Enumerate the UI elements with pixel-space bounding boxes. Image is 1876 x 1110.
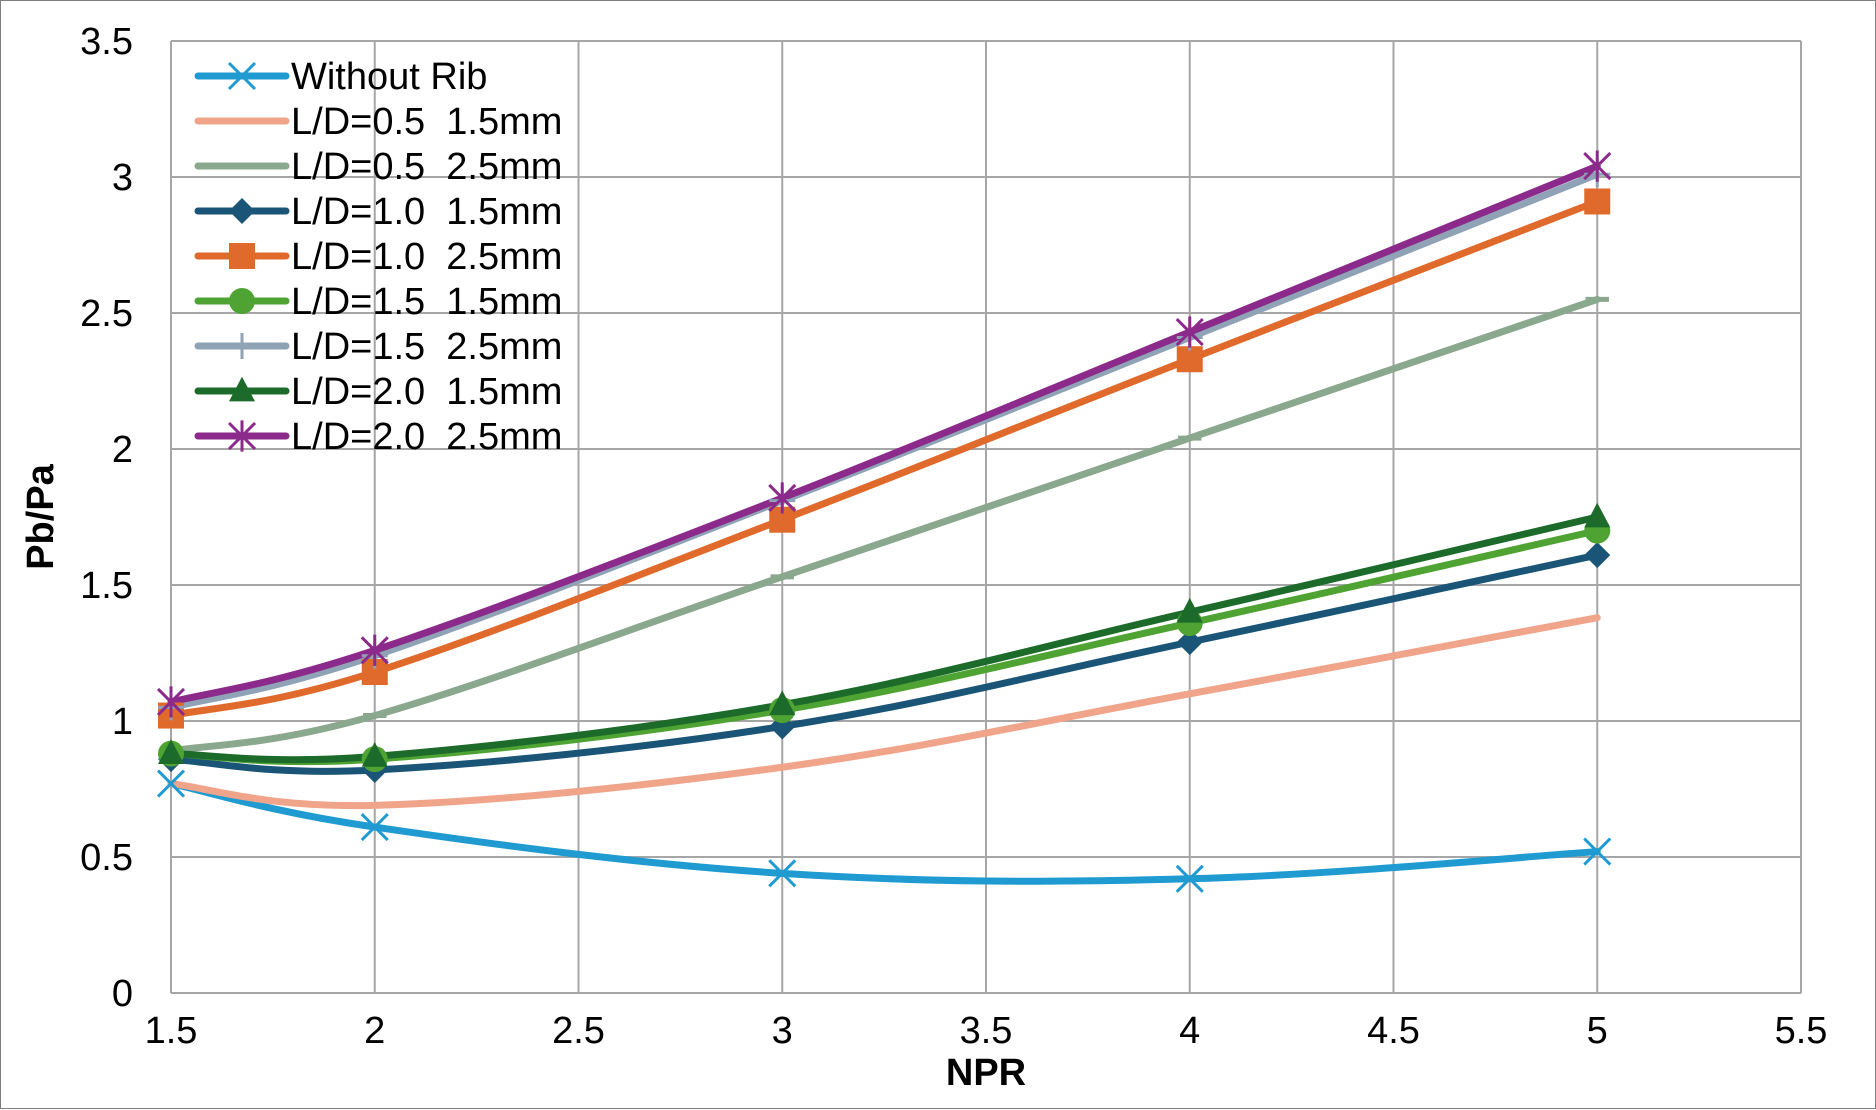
data-point <box>1584 542 1611 569</box>
x-tick-label: 3 <box>772 1010 793 1052</box>
y-tick-label: 0.5 <box>80 837 133 879</box>
y-tick-label: 3.5 <box>80 21 133 63</box>
legend-label: L/D=1.0 2.5mm <box>291 236 562 278</box>
data-point <box>1175 864 1204 893</box>
data-point <box>156 686 186 718</box>
x-axis-title: NPR <box>946 1052 1026 1094</box>
legend-label: L/D=0.5 1.5mm <box>291 101 562 143</box>
data-point <box>1584 502 1611 528</box>
x-tick-label: 5.5 <box>1775 1010 1828 1052</box>
series-lines <box>167 162 1601 885</box>
data-point <box>1583 837 1612 866</box>
x-tick-label: 3.5 <box>960 1010 1013 1052</box>
legend-marker <box>229 333 255 359</box>
legend-label: L/D=1.0 1.5mm <box>291 191 562 233</box>
y-tick-label: 2 <box>112 429 133 471</box>
legend-marker <box>227 420 257 452</box>
x-tick-label: 2 <box>364 1010 385 1052</box>
y-tick-label: 0 <box>112 973 133 1015</box>
data-point <box>1583 150 1612 182</box>
series-line <box>167 513 1601 764</box>
data-point <box>361 742 388 767</box>
legend-marker <box>229 288 255 314</box>
legend-label: L/D=2.0 2.5mm <box>291 416 562 458</box>
x-tick-label: 2.5 <box>552 1010 605 1052</box>
data-point <box>360 634 389 666</box>
data-point <box>1176 629 1203 656</box>
series-line <box>167 162 1601 706</box>
y-tick-label: 3 <box>112 157 133 199</box>
data-point <box>769 690 796 716</box>
data-point <box>768 859 797 888</box>
gridlines <box>170 40 1802 994</box>
data-point <box>1175 316 1204 348</box>
legend-label: L/D=0.5 2.5mm <box>291 146 562 188</box>
legend-label: L/D=2.0 1.5mm <box>291 371 562 413</box>
legend-marker <box>229 198 255 224</box>
series-line <box>167 551 1601 775</box>
series-line <box>167 295 1601 755</box>
x-tick-label: 1.5 <box>145 1010 198 1052</box>
data-point <box>158 739 184 765</box>
data-point <box>768 482 797 514</box>
legend-label: L/D=1.5 2.5mm <box>291 326 562 368</box>
x-tick-label: 4.5 <box>1367 1010 1420 1052</box>
y-tick-label: 2.5 <box>80 293 133 335</box>
data-point <box>156 769 186 798</box>
legend-marker <box>227 61 257 91</box>
series-line <box>167 780 1601 885</box>
series-markers <box>156 150 1612 893</box>
legend-marker <box>229 376 255 402</box>
data-point <box>1176 346 1203 373</box>
data-point <box>1584 188 1611 215</box>
y-tick-label: 1 <box>112 701 133 743</box>
x-tick-label: 5 <box>1587 1010 1608 1052</box>
legend-marker <box>229 243 255 269</box>
series-line <box>167 614 1601 810</box>
legend-label: Without Rib <box>291 56 487 98</box>
y-axis-title: Pb/Pa <box>20 463 62 569</box>
x-tick-labels: 1.5 2 2.5 3 3.5 4 4.5 5 5.5 <box>145 1010 1828 1052</box>
x-tick-label: 4 <box>1179 1010 1200 1052</box>
series-line <box>167 197 1601 720</box>
data-point <box>1176 597 1203 623</box>
data-point <box>360 813 389 842</box>
legend-label: L/D=1.5 1.5mm <box>291 281 562 323</box>
y-tick-label: 1.5 <box>80 565 133 607</box>
y-tick-labels: 0 0.5 1 1.5 2 2.5 3 3.5 <box>80 21 133 1015</box>
